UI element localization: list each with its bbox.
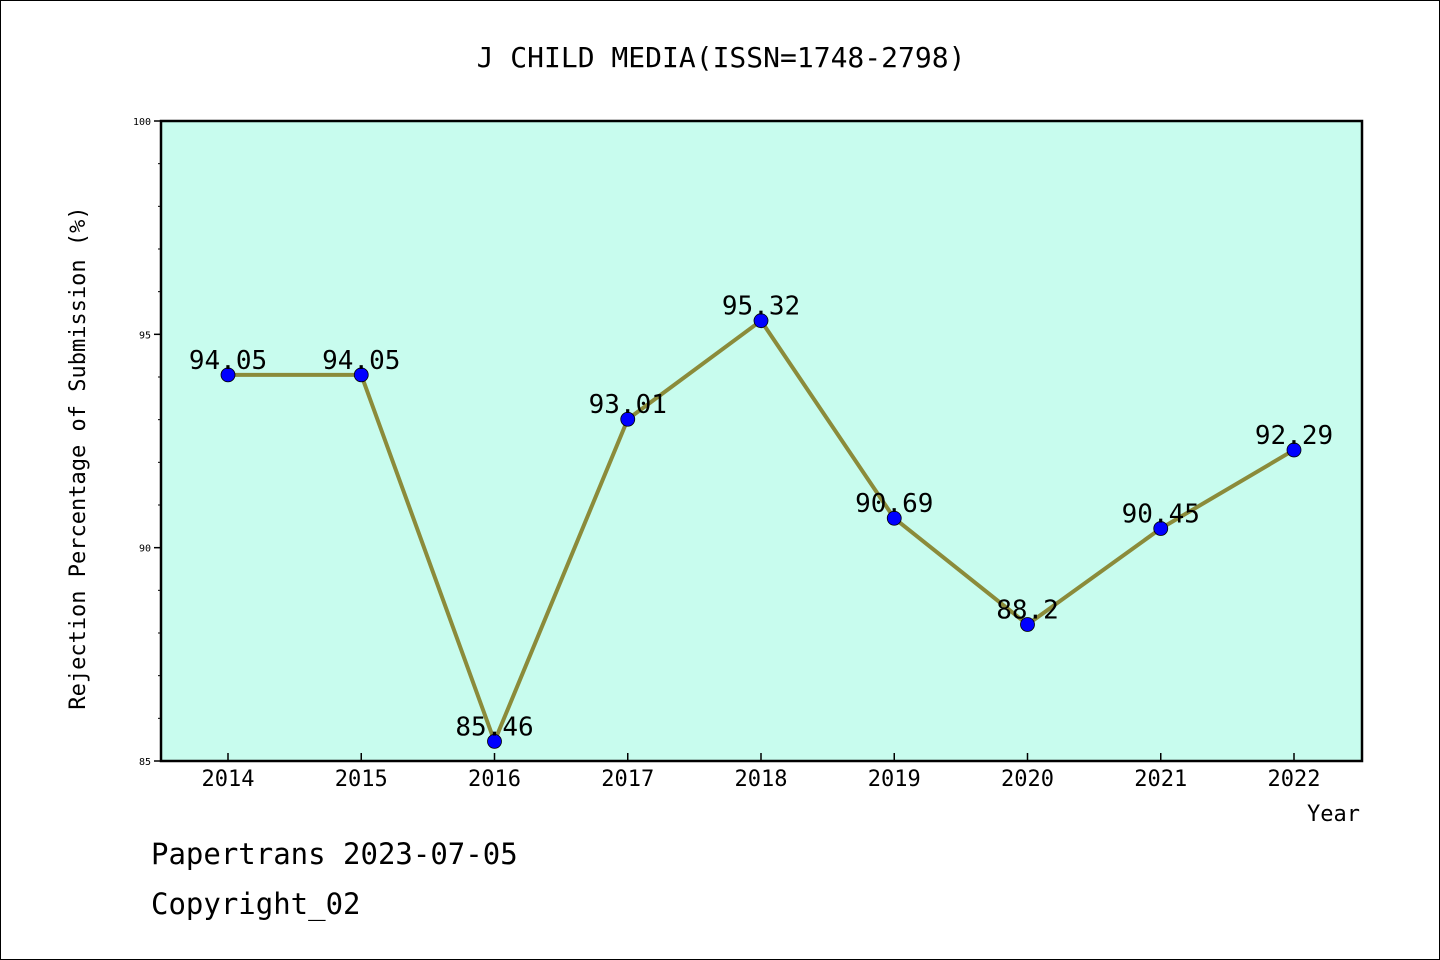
data-label: 94.05 xyxy=(189,346,267,376)
x-tick-label: 2017 xyxy=(601,767,654,792)
data-label: 85.46 xyxy=(455,712,533,742)
y-axis-ticks: 85 90 95 100 xyxy=(133,117,161,768)
data-point xyxy=(1153,521,1169,536)
data-point xyxy=(1286,442,1302,458)
x-tick-label: 2014 xyxy=(202,767,255,792)
data-point xyxy=(353,367,369,383)
chart-title: J CHILD MEDIA(ISSN=1748-2798) xyxy=(477,41,966,74)
data-label: 94.05 xyxy=(322,346,400,376)
data-point xyxy=(620,411,636,427)
x-axis-label: Year xyxy=(1307,802,1360,827)
plot-area xyxy=(161,121,1362,761)
data-labels: 94.05 94.05 85.46 93.01 95.32 90.69 88.2 90.45 9… xyxy=(189,292,1333,743)
data-point xyxy=(886,510,902,526)
y-tick-label: 85 xyxy=(139,757,151,768)
data-point xyxy=(1020,617,1035,632)
x-tick-label: 2015 xyxy=(335,767,388,792)
data-label: 90.45 xyxy=(1122,499,1200,529)
y-tick-label: 95 xyxy=(139,330,151,341)
data-label: 93.01 xyxy=(589,390,667,420)
x-tick-label: 2022 xyxy=(1268,767,1321,792)
footer-copyright: Copyright_02 xyxy=(151,887,361,921)
data-label: 88.2 xyxy=(996,595,1059,625)
data-markers xyxy=(220,313,1302,749)
plot-frame xyxy=(159,119,1364,763)
data-label: 95.32 xyxy=(722,292,800,322)
x-tick-label: 2019 xyxy=(868,767,921,792)
y-tick-label: 100 xyxy=(133,117,151,128)
data-label: 92.29 xyxy=(1255,421,1333,451)
data-point xyxy=(753,313,769,329)
x-axis-ticks: 2014 2015 2016 2017 2018 2019 2020 2021 2022 xyxy=(202,753,1321,792)
data-point xyxy=(487,733,502,749)
x-tick-label: 2018 xyxy=(735,767,788,792)
y-tick-label: 90 xyxy=(139,544,151,555)
x-tick-label: 2021 xyxy=(1134,767,1187,792)
x-tick-label: 2016 xyxy=(468,767,521,792)
y-axis-label: Rejection Percentage of Submission (%) xyxy=(66,206,91,709)
footer-date: Papertrans 2023-07-05 xyxy=(151,837,518,871)
data-point xyxy=(220,367,236,383)
data-label: 90.69 xyxy=(855,489,933,519)
x-tick-label: 2020 xyxy=(1001,767,1054,792)
